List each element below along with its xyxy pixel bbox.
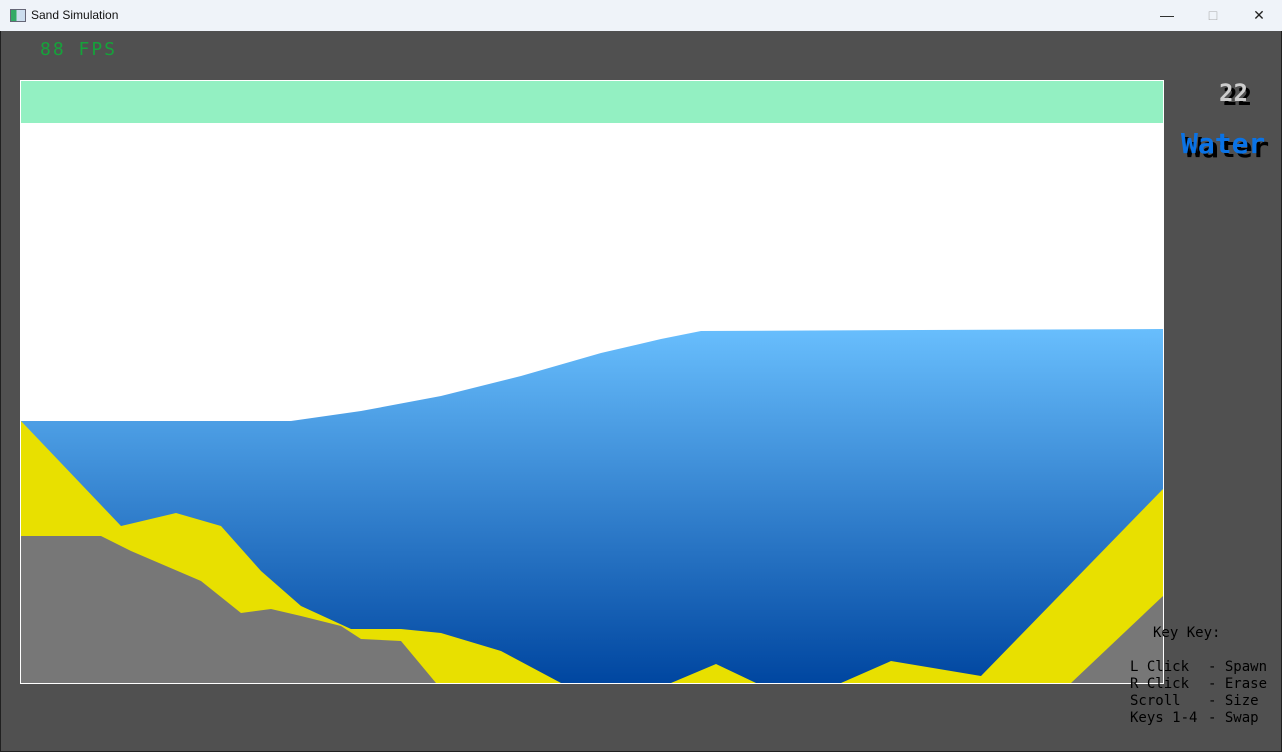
legend-row: L Click - Spawn — [1130, 659, 1268, 675]
selected-material: Water — [1181, 127, 1266, 160]
sand-bump-1 — [671, 664, 756, 683]
legend-row: R Click - Erase — [1130, 676, 1268, 692]
stone-left — [21, 536, 436, 683]
minimize-button[interactable]: — — [1144, 0, 1190, 31]
simulation-canvas[interactable] — [20, 80, 1164, 684]
sand-bump-2 — [841, 489, 1163, 683]
legend-row: Keys 1-4- Swap — [1130, 710, 1259, 726]
app-icon — [10, 9, 26, 22]
window-title: Sand Simulation — [31, 8, 119, 22]
water-body — [21, 329, 1163, 683]
close-button[interactable]: ✕ — [1236, 0, 1282, 31]
fps-counter: 88 FPS — [40, 39, 118, 60]
legend-title: Key Key: — [1153, 625, 1221, 641]
controls-legend: Key Key: L Click - Spawn R Click - Erase Scr… — [1130, 625, 1267, 727]
game-area: 88 FPS 22 Water Key Key: L Click - Spawn R… — [1, 31, 1281, 751]
stone-right — [1071, 596, 1163, 683]
maximize-button[interactable]: □ — [1190, 0, 1236, 31]
maximize-icon: □ — [1208, 7, 1218, 23]
brush-size: 22 — [1219, 79, 1248, 107]
minimize-icon: — — [1160, 7, 1174, 23]
title-bar: Sand Simulation — □ ✕ — [0, 0, 1282, 31]
gas-layer — [21, 81, 1163, 123]
legend-row: Scroll - Size — [1130, 693, 1259, 709]
close-icon: ✕ — [1253, 7, 1265, 23]
